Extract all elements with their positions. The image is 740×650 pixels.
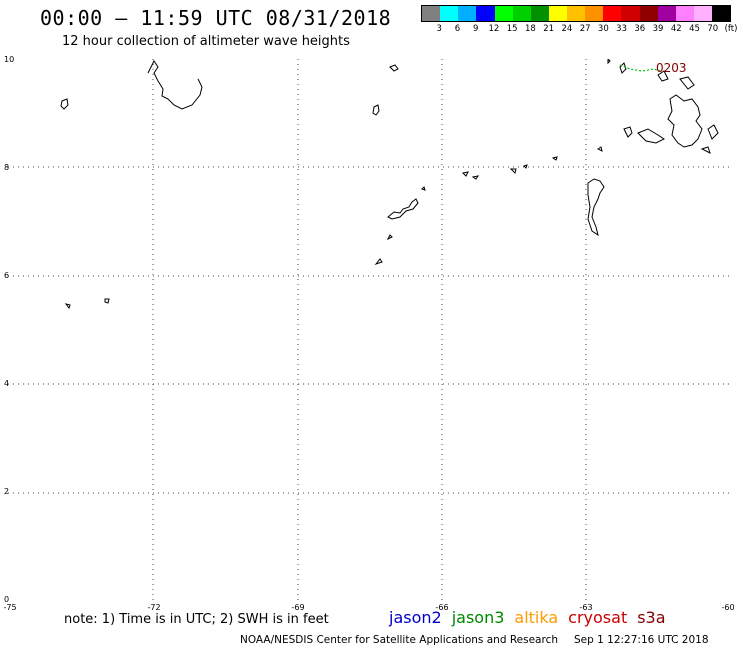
legend-label: 45 [689, 24, 700, 34]
legend-labels: 3 6 9 12 15 18 21 24 27 30 33 36 39 42 45 70 (ft) [421, 24, 738, 38]
legend-label: 18 [524, 24, 536, 34]
lon-tick-60: -60 [721, 603, 735, 612]
wave-height-legend: 3 6 9 12 15 18 21 24 27 30 33 36 39 42 45 70 (ft) [421, 5, 738, 38]
legend-swatch [603, 6, 622, 21]
page-title: 00:00 – 11:59 UTC 08/31/2018 [40, 6, 392, 30]
legend-label: 3 [436, 24, 442, 34]
legend-label: 6 [454, 24, 461, 34]
lon-tick-63: -63 [579, 603, 593, 612]
legend-swatch [476, 6, 495, 21]
lon-tick-72: -72 [147, 603, 161, 612]
legend-swatch [585, 6, 604, 21]
lon-tick-75: -75 [3, 603, 17, 612]
legend-color-scale [421, 5, 731, 22]
footer-credit: NOAA/NESDIS Center for Satellite Applica… [240, 634, 558, 646]
legend-swatch [621, 6, 640, 21]
legend-label: 42 [670, 24, 682, 34]
legend-label: 70 [707, 24, 719, 34]
legend-swatch [422, 6, 441, 21]
legend-label: 21 [543, 24, 555, 34]
lat-tick-6: 6 [4, 271, 10, 280]
lon-tick-69: -69 [291, 603, 305, 612]
satellite-legend: jason2 jason3 altika cryosat s3a [389, 608, 676, 627]
legend-swatch [639, 6, 658, 21]
satellite-jason2: jason2 [389, 608, 442, 627]
legend-label: 36 [634, 24, 646, 34]
legend-swatch [548, 6, 567, 21]
legend-swatch [657, 6, 676, 21]
legend-label: 33 [616, 24, 627, 34]
altimeter-track [619, 64, 661, 72]
legend-swatch [675, 6, 694, 21]
lat-tick-4: 4 [4, 379, 10, 388]
footer-timestamp: Sep 1 12:27:16 UTC 2018 [574, 634, 709, 646]
track-time-label: 0203 [656, 61, 687, 75]
legend-swatch [567, 6, 586, 21]
footer: NOAA/NESDIS Center for Satellite Applica… [240, 634, 709, 646]
note-text: note: 1) Time is in UTC; 2) SWH is in fe… [64, 612, 329, 627]
satellite-altika: altika [514, 608, 559, 627]
legend-label: 39 [652, 24, 664, 34]
legend-label: (ft) [724, 24, 738, 34]
legend-swatch [512, 6, 531, 21]
legend-label: 9 [472, 24, 479, 34]
legend-swatch [458, 6, 477, 21]
legend-swatch [494, 6, 513, 21]
legend-label: 15 [506, 24, 518, 34]
coastlines [60, 59, 719, 310]
legend-label: 27 [579, 24, 591, 34]
legend-label: 30 [597, 24, 609, 34]
legend-swatch [712, 6, 731, 21]
legend-swatch [530, 6, 549, 21]
lat-tick-10: 10 [4, 55, 15, 64]
graticule [8, 59, 730, 601]
legend-label: 24 [561, 24, 573, 34]
satellite-cryosat: cryosat [568, 608, 628, 627]
map-plot: 0203 [8, 59, 730, 601]
satellite-jason3: jason3 [451, 608, 505, 627]
legend-swatch [440, 6, 459, 21]
page-subtitle: 12 hour collection of altimeter wave hei… [62, 34, 350, 49]
lon-tick-66: -66 [435, 603, 449, 612]
legend-swatch [693, 6, 712, 21]
legend-label: 12 [488, 24, 500, 34]
satellite-s3a: s3a [637, 608, 666, 627]
lat-tick-0: 0 [4, 595, 10, 604]
lat-tick-8: 8 [4, 163, 10, 172]
lat-tick-2: 2 [4, 487, 10, 496]
